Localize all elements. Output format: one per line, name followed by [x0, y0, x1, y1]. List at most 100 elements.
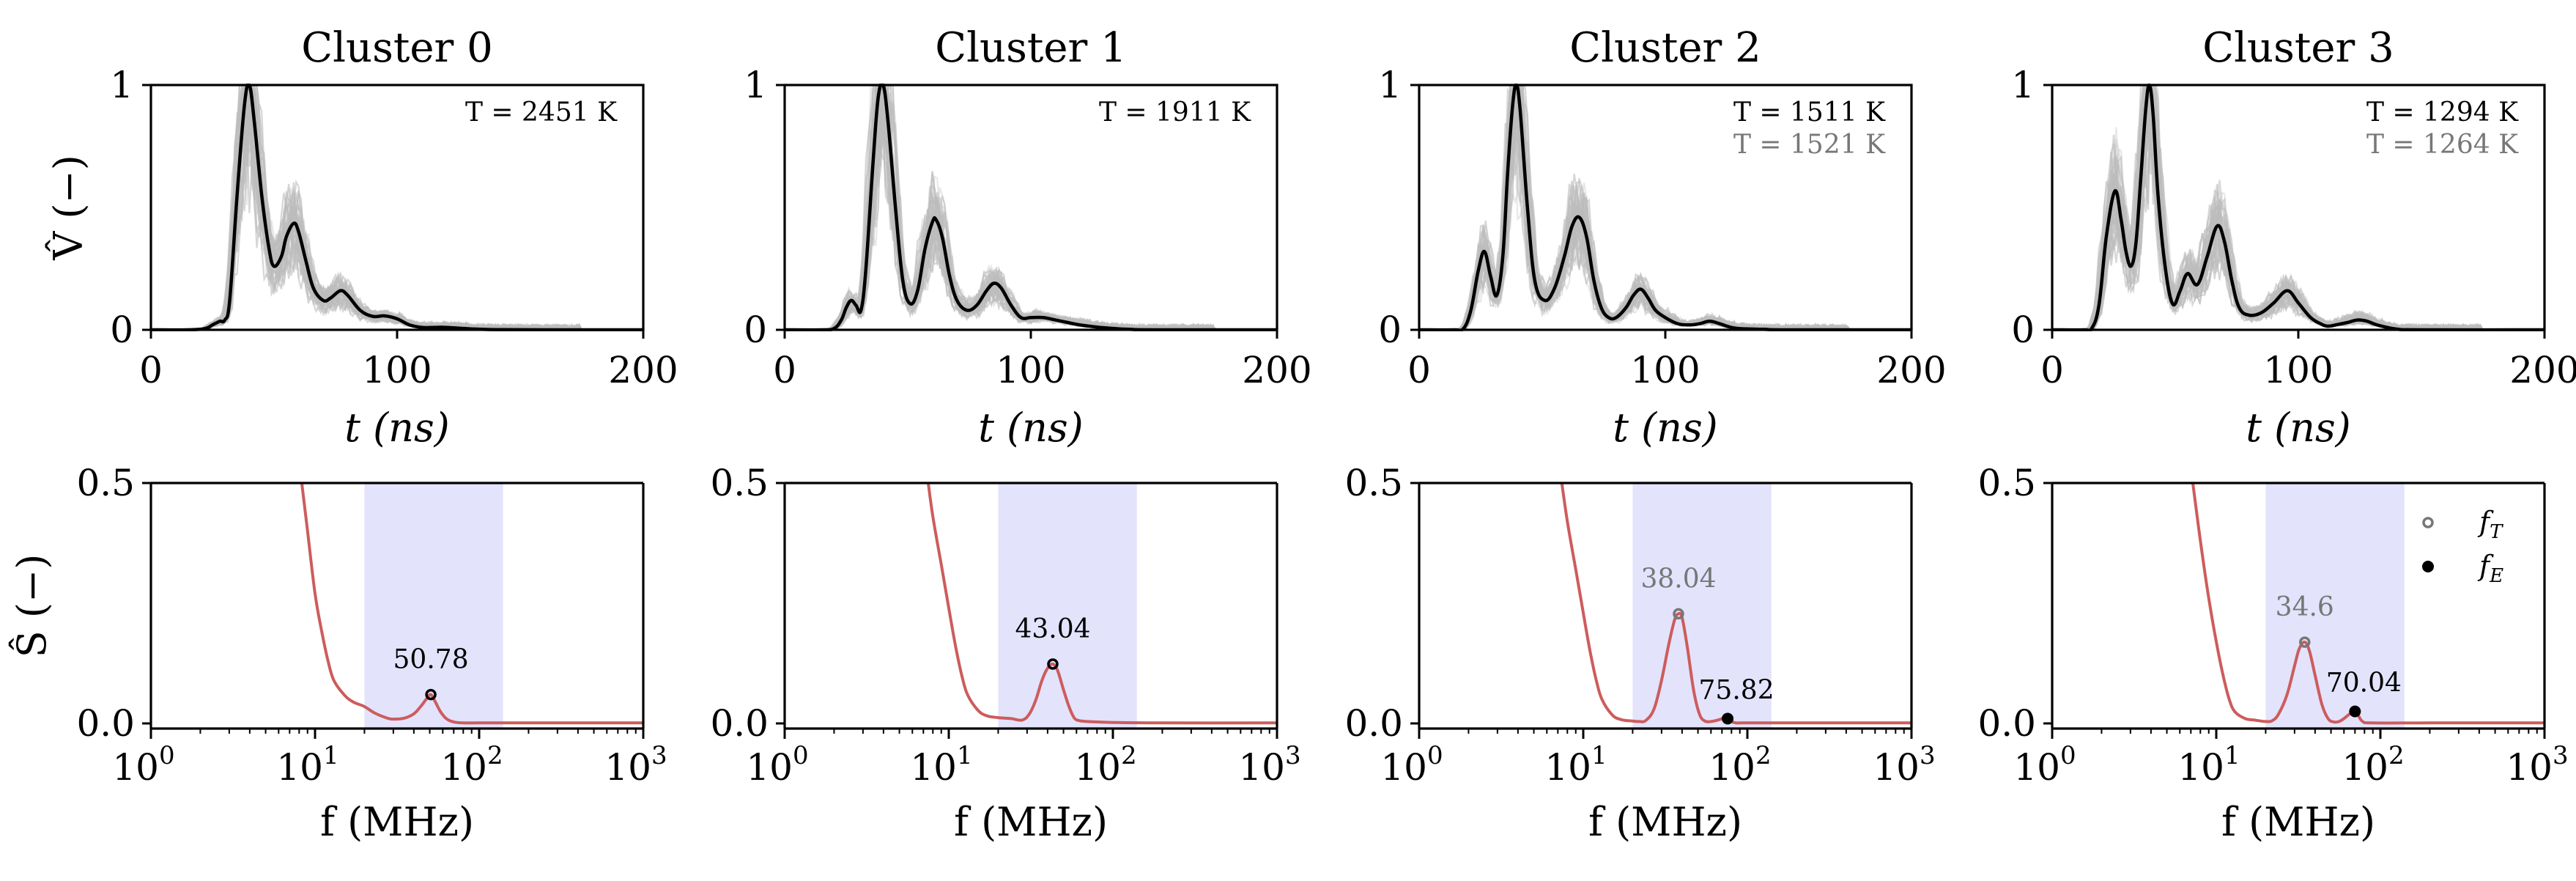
- panel-title: Cluster 1: [935, 24, 1126, 72]
- tick-base: 10: [1074, 746, 1121, 789]
- x-tick-label: 100: [1380, 741, 1443, 789]
- tick-base: 10: [2506, 746, 2553, 789]
- legend: fT fE: [2422, 506, 2503, 587]
- f-e-marker: [2349, 705, 2361, 718]
- temperature-annotation: T = 1264 K: [2366, 130, 2519, 160]
- x-tick-label: 100: [2013, 741, 2076, 789]
- peak-frequency-label: 43.04: [1015, 614, 1090, 644]
- frequency-band: [998, 483, 1137, 729]
- x-axis-label: f (MHz): [954, 799, 1108, 845]
- y-tick-label: 0: [110, 309, 133, 351]
- x-tick-label: 101: [1544, 741, 1607, 789]
- tick-base: 10: [604, 746, 651, 789]
- tick-exponent: 0: [793, 741, 809, 770]
- f-t-marker: [1673, 608, 1684, 620]
- x-tick-label: 200: [1242, 349, 1311, 391]
- peak-frequency-label: 70.04: [2326, 668, 2402, 698]
- x-tick-label: 100: [112, 741, 174, 789]
- time-panel-3: 0 1 0 100 200 Cluster 3 t (ns) T = 1294 KT = 12…: [2011, 24, 2576, 451]
- x-tick-label: 103: [1873, 741, 1935, 789]
- peak-frequency-label: 38.04: [1640, 564, 1716, 594]
- y-axis-label: Ŝ (−): [8, 554, 55, 658]
- x-tick-label: 103: [2506, 741, 2568, 789]
- tick-exponent: 0: [159, 741, 175, 770]
- y-tick-label: 0.0: [76, 702, 135, 745]
- time-panel-0: 0 1 0 100 200 Cluster 0 t (ns) V̂ (−) T = 2451 K: [45, 24, 678, 451]
- y-tick-label: 1: [2011, 64, 2035, 106]
- x-tick-label: 200: [608, 349, 678, 391]
- y-tick-label: 0.5: [1977, 462, 2036, 504]
- tick-exponent: 2: [1121, 741, 1137, 770]
- tick-exponent: 1: [2224, 741, 2240, 770]
- y-tick-label: 0.5: [710, 462, 769, 504]
- y-axis-label: V̂ (−): [45, 155, 92, 261]
- temperature-annotation: T = 1511 K: [1733, 97, 1886, 128]
- x-tick-label: 100: [2263, 349, 2333, 391]
- legend-label: fE: [2477, 550, 2503, 587]
- x-tick-label: 0: [139, 349, 163, 391]
- panel-title: Cluster 2: [1569, 24, 1761, 72]
- x-tick-label: 200: [1876, 349, 1946, 391]
- y-tick-label: 0: [1378, 309, 1402, 351]
- tick-base: 10: [2013, 746, 2060, 789]
- legend-label: fT: [2477, 506, 2503, 543]
- tick-base: 10: [1544, 746, 1591, 789]
- y-tick-label: 0.0: [710, 702, 769, 745]
- tick-exponent: 1: [323, 741, 339, 770]
- tick-base: 10: [910, 746, 957, 789]
- y-tick-label: 0: [2011, 309, 2035, 351]
- x-tick-label: 102: [1709, 741, 1771, 789]
- frequency-band: [1632, 483, 1772, 729]
- tick-base: 10: [276, 746, 323, 789]
- temperature-annotation: T = 1521 K: [1733, 130, 1886, 160]
- x-tick-label: 0: [773, 349, 796, 391]
- f-t-marker: [2299, 636, 2311, 648]
- trace-line: [1419, 108, 1911, 331]
- x-axis-label: f (MHz): [320, 799, 474, 845]
- x-tick-label: 200: [2509, 349, 2576, 391]
- legend-f-t-marker: [2422, 517, 2434, 528]
- x-tick-label: 101: [2177, 741, 2240, 789]
- legend-f-e-marker: [2422, 561, 2434, 572]
- x-tick-label: 0: [2040, 349, 2064, 391]
- trace-line: [1419, 84, 1911, 331]
- tick-exponent: 3: [2553, 741, 2569, 770]
- y-tick-label: 0.5: [1344, 462, 1403, 504]
- tick-base: 10: [2177, 746, 2224, 789]
- y-tick-label: 0.0: [1344, 702, 1403, 745]
- x-axis-label: t (ns): [1613, 405, 1718, 451]
- x-tick-label: 100: [362, 349, 432, 391]
- x-tick-label: 101: [276, 741, 338, 789]
- tick-exponent: 0: [2060, 741, 2076, 770]
- legend-subscript: E: [2489, 565, 2503, 587]
- x-tick-label: 100: [1630, 349, 1700, 391]
- time-panel-2: 0 1 0 100 200 Cluster 2 t (ns) T = 1511 KT = 15…: [1378, 24, 1947, 451]
- legend-subscript: T: [2490, 521, 2503, 543]
- x-axis-label: t (ns): [344, 405, 450, 451]
- tick-exponent: 2: [487, 741, 503, 770]
- x-tick-label: 102: [1074, 741, 1136, 789]
- trace-line: [2052, 108, 2544, 331]
- tick-base: 10: [1238, 746, 1285, 789]
- spectrum-curve: [927, 483, 1277, 725]
- x-tick-label: 0: [1407, 349, 1431, 391]
- x-tick-label: 102: [440, 741, 503, 789]
- x-axis-label: f (MHz): [2221, 799, 2375, 845]
- y-tick-label: 0: [744, 309, 767, 351]
- peak-frequency-label: 34.6: [2276, 592, 2334, 622]
- peak-frequency-label: 75.82: [1699, 675, 1774, 705]
- peak-marker: [1047, 658, 1059, 670]
- y-tick-label: 1: [1378, 64, 1402, 106]
- mean-curve: [1419, 84, 1911, 331]
- f-e-marker: [1722, 712, 1734, 725]
- tick-exponent: 2: [1755, 741, 1772, 770]
- tick-base: 10: [2342, 746, 2388, 789]
- tick-exponent: 3: [1920, 741, 1936, 770]
- tick-base: 10: [440, 746, 487, 789]
- x-axis-label: t (ns): [2246, 405, 2351, 451]
